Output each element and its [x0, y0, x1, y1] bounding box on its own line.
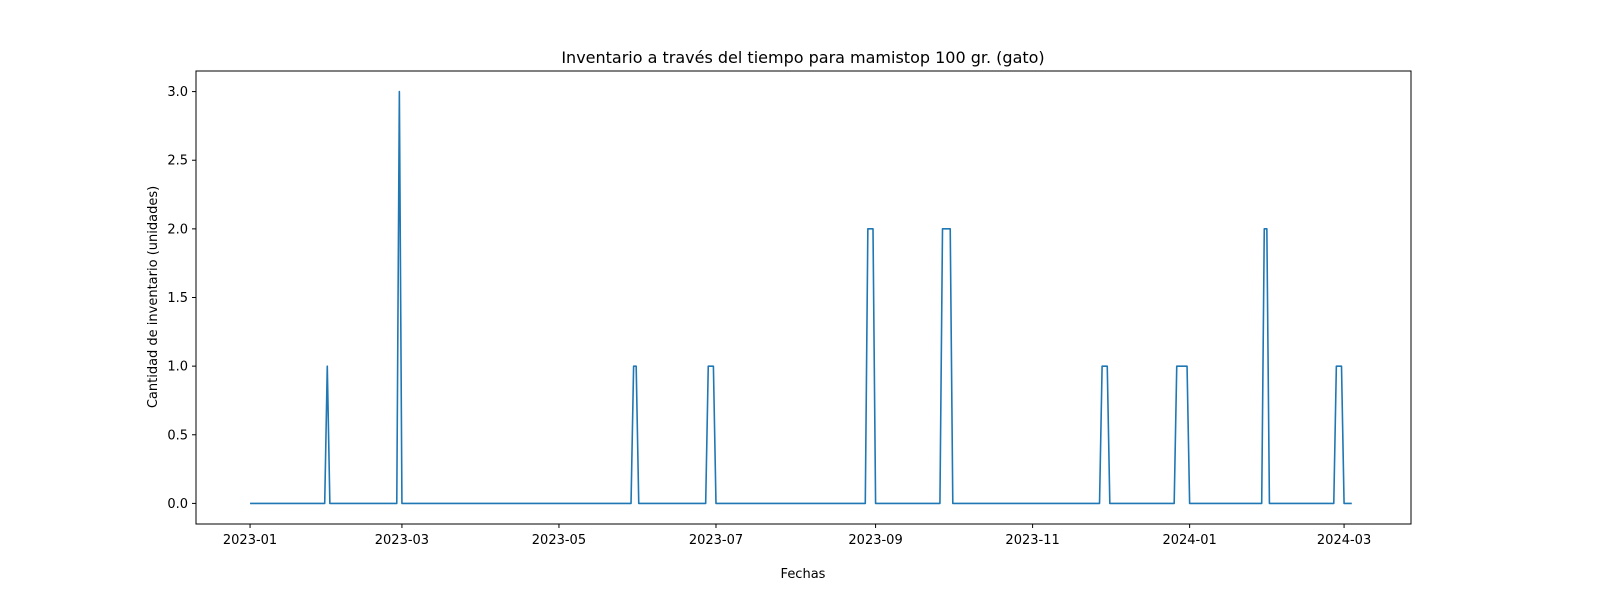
x-tick-label: 2023-09: [848, 533, 902, 548]
y-tick-label: 3.0: [167, 85, 188, 100]
x-tick-label: 2023-07: [689, 533, 743, 548]
x-axis-label: Fechas: [781, 567, 826, 582]
series-layer: [250, 90, 1352, 505]
axis-ticks: 2023-01 2023-03 2023-05 2023-07 2023-09 2023-…: [167, 85, 1371, 548]
x-tick-label: 2024-03: [1317, 533, 1371, 548]
plot-frame: [195, 70, 1412, 525]
y-tick-label: 2.0: [167, 222, 188, 237]
chart-title: Inventario a través del tiempo para mami…: [561, 48, 1044, 67]
y-tick-label: 1.0: [167, 360, 188, 375]
inventory-series-line: [250, 90, 1352, 505]
y-tick-label: 0.0: [167, 497, 188, 512]
y-tick-label: 0.5: [167, 428, 188, 443]
y-axis-label: Cantidad de inventario (unidades): [146, 186, 161, 408]
x-tick-label: 2023-01: [223, 533, 277, 548]
y-tick-label: 1.5: [167, 291, 188, 306]
x-tick-label: 2023-11: [1005, 533, 1059, 548]
y-tick-label: 2.5: [167, 154, 188, 169]
x-tick-label: 2024-01: [1162, 533, 1216, 548]
x-tick-label: 2023-03: [375, 533, 429, 548]
x-tick-label: 2023-05: [532, 533, 586, 548]
